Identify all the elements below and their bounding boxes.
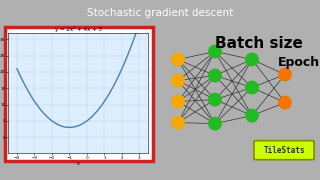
Circle shape — [245, 81, 259, 94]
Circle shape — [209, 69, 221, 82]
Circle shape — [245, 53, 259, 66]
Circle shape — [245, 109, 259, 122]
Circle shape — [278, 96, 292, 109]
Title: y = 2x² + 4x + 5: y = 2x² + 4x + 5 — [55, 26, 102, 32]
Circle shape — [172, 53, 185, 66]
Text: Epoch: Epoch — [278, 57, 320, 69]
Circle shape — [209, 93, 221, 106]
FancyBboxPatch shape — [254, 141, 314, 160]
Bar — [5, 27, 153, 161]
Text: Batch size: Batch size — [215, 36, 303, 51]
Text: TileStats: TileStats — [263, 146, 305, 155]
Circle shape — [172, 116, 185, 129]
Circle shape — [209, 117, 221, 130]
Circle shape — [172, 95, 185, 108]
Text: Stochastic gradient descent: Stochastic gradient descent — [87, 8, 233, 18]
X-axis label: x: x — [77, 161, 80, 166]
Circle shape — [209, 45, 221, 58]
Circle shape — [172, 74, 185, 87]
Circle shape — [278, 68, 292, 81]
